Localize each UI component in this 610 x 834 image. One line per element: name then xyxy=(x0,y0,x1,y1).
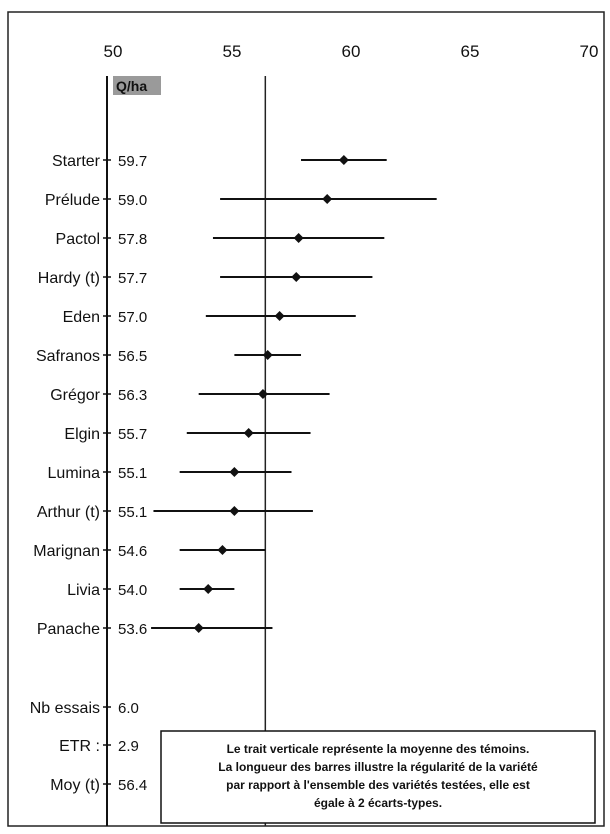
stat-value: 6.0 xyxy=(118,700,139,717)
data-point xyxy=(322,194,333,204)
value-label: 53.6 xyxy=(118,621,147,638)
q-ha-header: Q/ha xyxy=(116,78,147,94)
data-point xyxy=(291,272,302,282)
q-ha-header-background xyxy=(113,76,161,95)
x-tick-label: 70 xyxy=(580,42,599,61)
chart-border xyxy=(7,11,605,827)
stat-label: Nb essais xyxy=(30,700,100,717)
value-label: 56.3 xyxy=(118,387,147,404)
stat-value: 56.4 xyxy=(118,777,147,794)
annotation-line: La longueur des barres illustre la régul… xyxy=(218,760,538,774)
annotation-box xyxy=(160,730,596,824)
data-point xyxy=(262,350,273,360)
variety-label: Marignan xyxy=(33,543,100,560)
variety-label: Starter xyxy=(52,153,101,170)
data-point xyxy=(193,623,204,633)
data-point xyxy=(293,233,304,243)
variety-label: Prélude xyxy=(45,192,100,209)
value-label: 59.0 xyxy=(118,192,147,209)
value-label: 59.7 xyxy=(118,153,147,170)
variety-label: Elgin xyxy=(64,426,100,443)
value-label: 57.8 xyxy=(118,231,147,248)
value-label: 55.1 xyxy=(118,465,147,482)
variety-label: Panache xyxy=(37,621,100,638)
data-point xyxy=(257,389,268,399)
data-point xyxy=(229,467,240,477)
value-label: 57.0 xyxy=(118,309,147,326)
value-label: 54.0 xyxy=(118,582,147,599)
value-label: 57.7 xyxy=(118,270,147,287)
value-label: 55.7 xyxy=(118,426,147,443)
data-point xyxy=(203,584,214,594)
variety-label: Arthur (t) xyxy=(37,504,100,521)
stat-value: 2.9 xyxy=(118,738,139,755)
annotation-line: Le trait verticale représente la moyenne… xyxy=(227,742,530,756)
variety-label: Pactol xyxy=(56,231,100,248)
stat-label: Moy (t) xyxy=(50,777,100,794)
stat-label: ETR : xyxy=(59,738,100,755)
variety-label: Safranos xyxy=(36,348,100,365)
data-point xyxy=(229,506,240,516)
x-tick-label: 55 xyxy=(223,42,242,61)
variety-label: Hardy (t) xyxy=(38,270,100,287)
x-tick-label: 65 xyxy=(461,42,480,61)
data-point xyxy=(243,428,254,438)
value-label: 56.5 xyxy=(118,348,147,365)
annotation-line: par rapport à l'ensemble des variétés te… xyxy=(226,778,530,792)
data-point xyxy=(338,155,349,165)
value-label: 55.1 xyxy=(118,504,147,521)
x-tick-label: 60 xyxy=(342,42,361,61)
data-point xyxy=(274,311,285,321)
annotation-line: égale à 2 écarts-types. xyxy=(314,796,442,810)
value-label: 54.6 xyxy=(118,543,147,560)
variety-label: Eden xyxy=(63,309,100,326)
variety-label: Grégor xyxy=(50,387,100,404)
data-point xyxy=(217,545,228,555)
variety-label: Lumina xyxy=(48,465,101,482)
variety-label: Livia xyxy=(67,582,100,599)
x-tick-label: 50 xyxy=(104,42,123,61)
